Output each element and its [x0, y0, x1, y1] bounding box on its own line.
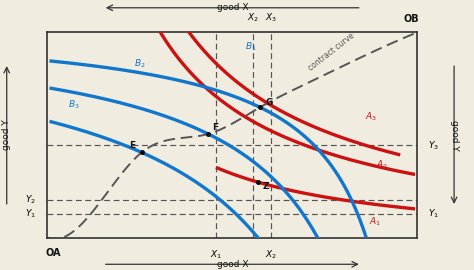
Text: $Y_2$: $Y_2$ [26, 193, 36, 206]
Text: $Y_1$: $Y_1$ [25, 208, 36, 220]
Text: good Y: good Y [450, 120, 458, 150]
Text: good Y: good Y [2, 120, 11, 150]
Text: $A_3$: $A_3$ [365, 111, 377, 123]
Text: $X_2$: $X_2$ [246, 12, 259, 24]
Text: F: F [212, 123, 218, 132]
Text: $Y_1$: $Y_1$ [428, 208, 439, 220]
Text: $X_1$: $X_1$ [210, 249, 222, 261]
Text: E: E [129, 141, 135, 150]
Text: $Y_3$: $Y_3$ [428, 139, 439, 151]
Text: good X: good X [217, 260, 248, 269]
Text: $B_2$: $B_2$ [134, 57, 146, 70]
Text: OA: OA [46, 248, 61, 258]
Text: contract curve: contract curve [306, 31, 356, 72]
Text: $B_1$: $B_1$ [245, 41, 257, 53]
Text: Z: Z [263, 182, 269, 191]
Text: $X_3$: $X_3$ [265, 12, 277, 24]
Text: $X_2$: $X_2$ [265, 249, 277, 261]
Text: G: G [265, 98, 273, 107]
Text: OB: OB [403, 14, 419, 24]
Text: $A_1$: $A_1$ [369, 215, 381, 228]
Text: good X: good X [217, 3, 248, 12]
Text: $B_3$: $B_3$ [68, 98, 79, 111]
Text: $A_2$: $A_2$ [376, 159, 389, 171]
